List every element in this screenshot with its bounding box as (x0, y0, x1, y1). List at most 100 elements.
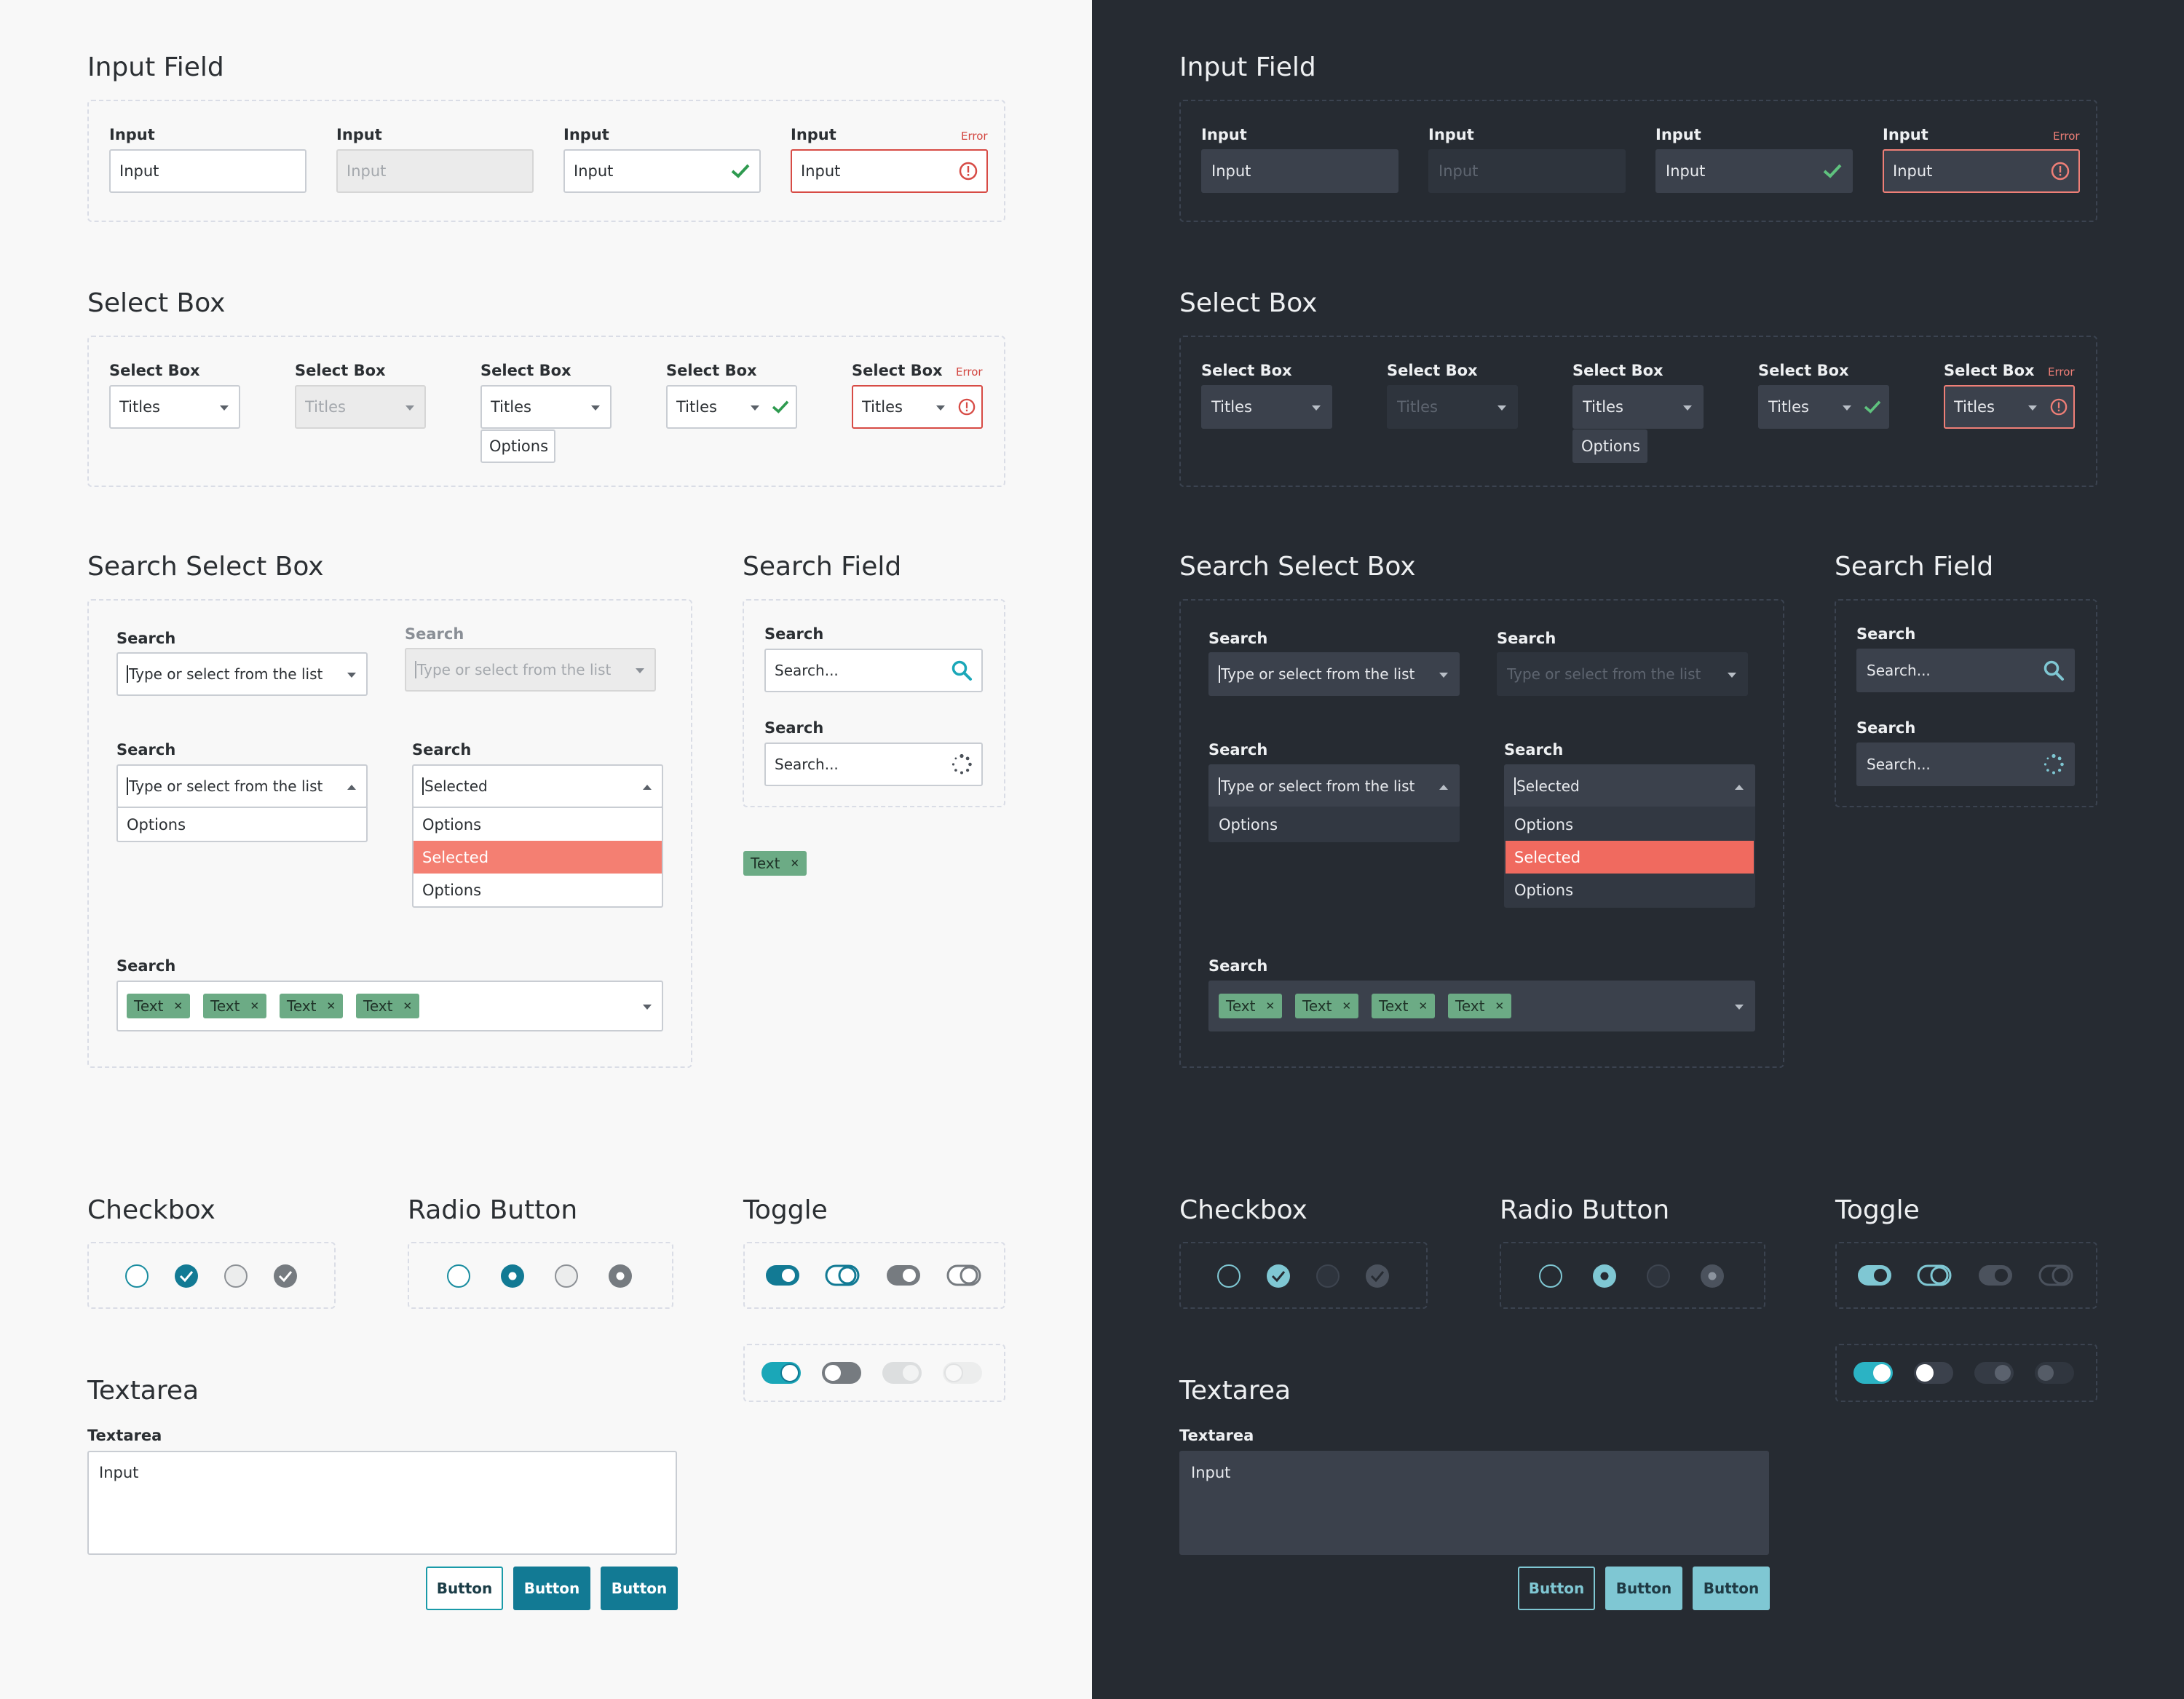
toggle-disabled-on (886, 1264, 921, 1286)
search-select-selected[interactable]: Selected (412, 764, 663, 808)
search-label: Search (1856, 625, 1916, 643)
select-default[interactable]: Titles (109, 385, 240, 429)
section-title-textarea: Textarea (87, 1376, 199, 1406)
checkbox-disabled (1315, 1264, 1340, 1288)
toggle-on-outline[interactable] (1917, 1264, 1952, 1286)
search-label: Search (1856, 719, 1916, 737)
search-icon[interactable] (951, 660, 973, 681)
tag-chip[interactable]: Text ✕ (1295, 994, 1359, 1018)
light-theme-panel: Input Field Input Input Input Input Inpu… (87, 52, 1005, 1610)
toggle-small-disabled-off (2034, 1361, 2075, 1385)
select-success[interactable]: Titles (666, 385, 797, 429)
button-primary[interactable]: Button (1693, 1567, 1770, 1610)
search-select-default[interactable]: Type or select from the list (1208, 652, 1460, 696)
search-input[interactable]: Search... (764, 649, 983, 692)
select-open[interactable]: Titles (1572, 385, 1704, 429)
tag-chip[interactable]: Text ✕ (356, 994, 420, 1018)
radio-selected[interactable] (500, 1264, 525, 1288)
search-select-open[interactable]: Type or select from the list (116, 764, 368, 808)
search-select-panel (1179, 599, 1784, 1068)
search-select-disabled: Type or select from the list (1497, 652, 1748, 696)
toggle-on-outline[interactable] (825, 1264, 860, 1286)
list-item[interactable]: Options (1219, 815, 1278, 833)
list-item[interactable]: Options (422, 815, 482, 833)
select-option[interactable]: Options (1572, 429, 1647, 463)
button-primary[interactable]: Button (513, 1567, 590, 1610)
input-default[interactable]: Input (109, 149, 306, 193)
list-item-selected[interactable]: Selected (1506, 841, 1754, 874)
select-error[interactable]: Titles (1944, 385, 2075, 429)
select-error[interactable]: Titles (852, 385, 983, 429)
close-icon[interactable]: ✕ (250, 999, 260, 1013)
caret-down-icon (1439, 673, 1448, 678)
select-open[interactable]: Titles (480, 385, 612, 429)
search-input-loading[interactable]: Search... (1856, 742, 2075, 786)
search-input-loading[interactable]: Search... (764, 742, 983, 786)
button-primary[interactable]: Button (601, 1567, 678, 1610)
radio-unselected[interactable] (446, 1264, 471, 1288)
close-icon[interactable]: ✕ (790, 857, 800, 870)
close-icon[interactable]: ✕ (1495, 999, 1505, 1013)
search-icon[interactable] (2043, 660, 2065, 681)
textarea-field[interactable]: Input (1179, 1451, 1769, 1555)
section-title-input-field: Input Field (1179, 52, 1316, 82)
search-select-open[interactable]: Type or select from the list (1208, 764, 1460, 808)
checkbox-unchecked[interactable] (124, 1264, 149, 1288)
close-icon[interactable]: ✕ (1265, 999, 1275, 1013)
tag-chip[interactable]: Text ✕ (743, 851, 807, 876)
tag-chip[interactable]: Text ✕ (280, 994, 344, 1018)
input-default[interactable]: Input (1201, 149, 1398, 193)
input-error[interactable]: Input (1883, 149, 2080, 193)
checkbox-checked[interactable] (174, 1264, 199, 1288)
list-item-selected[interactable]: Selected (414, 841, 662, 874)
tag-chip[interactable]: Text ✕ (1219, 994, 1283, 1018)
search-input[interactable]: Search... (1856, 649, 2075, 692)
button-outline[interactable]: Button (1518, 1567, 1595, 1610)
select-label: Select Box (852, 362, 943, 379)
caret-down-icon (936, 405, 945, 411)
list-item[interactable]: Options (1514, 815, 1574, 833)
close-icon[interactable]: ✕ (1342, 999, 1352, 1013)
checkbox-panel (87, 1242, 336, 1309)
alert-circle-icon (2051, 162, 2070, 181)
button-primary[interactable]: Button (1605, 1567, 1682, 1610)
tag-chip[interactable]: Text ✕ (127, 994, 191, 1018)
input-success[interactable]: Input (563, 149, 761, 193)
tag-chip[interactable]: Text ✕ (1372, 994, 1436, 1018)
input-success[interactable]: Input (1655, 149, 1853, 193)
dark-theme-panel: Input Field Input Input Input Input Inpu… (1092, 0, 2184, 1699)
search-select-selected[interactable]: Selected (1504, 764, 1755, 808)
tag-chip[interactable]: Text ✕ (203, 994, 267, 1018)
toggle-on[interactable] (765, 1264, 800, 1286)
select-option[interactable]: Options (480, 429, 555, 463)
select-default[interactable]: Titles (1201, 385, 1332, 429)
tag-chip[interactable]: Text ✕ (1448, 994, 1512, 1018)
toggle-small-on[interactable] (761, 1361, 802, 1385)
toggle-disabled-outline (2038, 1264, 2073, 1286)
input-label: Input (109, 126, 155, 143)
checkbox-disabled-checked (273, 1264, 298, 1288)
input-error[interactable]: Input (791, 149, 988, 193)
close-icon[interactable]: ✕ (173, 999, 183, 1013)
select-disabled: Titles (1387, 385, 1518, 429)
radio-selected[interactable] (1592, 1264, 1617, 1288)
button-outline[interactable]: Button (426, 1567, 503, 1610)
list-item[interactable]: Options (1514, 881, 1574, 899)
toggle-small-off[interactable] (1913, 1361, 1954, 1385)
close-icon[interactable]: ✕ (326, 999, 336, 1013)
list-item[interactable]: Options (127, 815, 186, 833)
close-icon[interactable]: ✕ (1418, 999, 1428, 1013)
toggle-on[interactable] (1857, 1264, 1892, 1286)
toggle-small-on[interactable] (1853, 1361, 1894, 1385)
search-select-default[interactable]: Type or select from the list (116, 652, 368, 696)
checkbox-checked[interactable] (1266, 1264, 1291, 1288)
select-success[interactable]: Titles (1758, 385, 1889, 429)
search-label: Search (116, 741, 176, 759)
caret-down-icon (2028, 405, 2037, 411)
radio-unselected[interactable] (1538, 1264, 1563, 1288)
checkbox-unchecked[interactable] (1216, 1264, 1241, 1288)
toggle-small-off[interactable] (821, 1361, 862, 1385)
close-icon[interactable]: ✕ (403, 999, 413, 1013)
list-item[interactable]: Options (422, 881, 482, 899)
textarea-field[interactable]: Input (87, 1451, 677, 1555)
